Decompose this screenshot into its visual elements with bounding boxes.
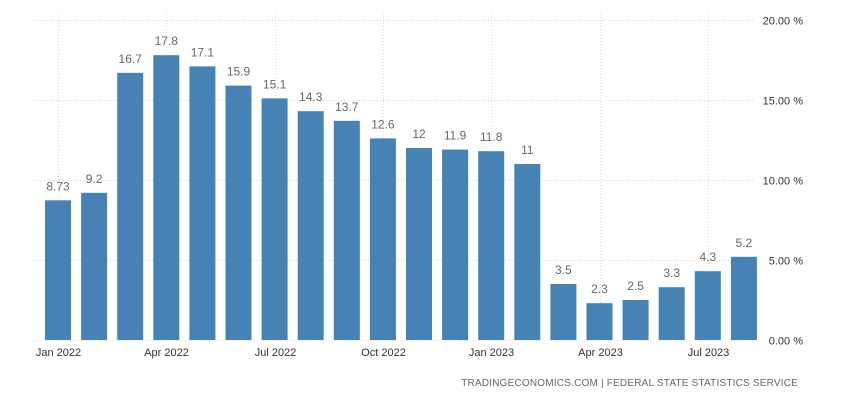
bar-value-label: 15.9 — [227, 65, 251, 79]
bar-value-label: 9.2 — [86, 172, 103, 186]
y-tick-label: 0.00 % — [769, 336, 803, 348]
bar — [117, 72, 144, 341]
bar-value-label: 15.1 — [263, 77, 287, 91]
bar — [333, 120, 360, 340]
x-tick-label: Oct 2022 — [361, 347, 406, 359]
bar — [45, 200, 71, 340]
bar-value-label: 11.9 — [444, 129, 467, 143]
bar-value-label: 8.73 — [46, 179, 70, 193]
bar — [189, 66, 216, 341]
bar-value-label: 12.6 — [371, 117, 395, 131]
bar-value-label: 11 — [521, 143, 534, 157]
bar-value-label: 5.2 — [736, 236, 753, 250]
bar — [153, 55, 180, 340]
bar-value-label: 16.7 — [119, 52, 143, 66]
y-tick-label: 10.00 % — [763, 176, 804, 188]
bar-value-label: 14.3 — [299, 90, 323, 104]
x-tick-label: Jul 2022 — [255, 347, 297, 359]
bar — [442, 149, 469, 340]
bar — [550, 284, 577, 340]
x-tick-label: Jul 2023 — [688, 347, 730, 359]
bar — [261, 98, 288, 341]
bar-value-label: 17.8 — [155, 34, 179, 48]
bar — [586, 303, 613, 340]
y-axis-tick-labels: 0.00 % 5.00 % 10.00 % 15.00 % 20.00 % — [763, 16, 804, 348]
bar — [514, 164, 541, 340]
bar — [658, 287, 685, 340]
bar — [478, 151, 505, 340]
x-tick-label: Apr 2022 — [144, 347, 189, 359]
bar-value-label: 12 — [412, 127, 426, 141]
bar-value-label: 2.5 — [627, 279, 644, 293]
bar — [225, 85, 252, 340]
source-credit: TRADINGECONOMICS.COM | FEDERAL STATE STA… — [461, 378, 798, 389]
bar-value-label: 17.1 — [191, 45, 215, 59]
x-tick-label: Apr 2023 — [578, 347, 623, 359]
bar — [297, 111, 324, 340]
x-tick-label: Jan 2022 — [36, 347, 81, 359]
bar — [81, 192, 108, 340]
x-axis-tick-labels: Jan 2022 Apr 2022 Jul 2022 Oct 2022 Jan 2023… — [36, 347, 729, 359]
bar — [694, 271, 721, 340]
bar — [369, 138, 396, 340]
y-tick-label: 5.00 % — [769, 256, 803, 268]
bar-value-label: 11.8 — [480, 130, 503, 144]
bar — [406, 148, 432, 340]
y-tick-label: 20.00 % — [763, 16, 804, 28]
bar-value-label: 3.3 — [663, 266, 680, 280]
y-tick-label: 15.00 % — [763, 96, 804, 108]
bar — [730, 256, 757, 340]
bar-value-label: 13.7 — [335, 100, 359, 114]
bar-value-label: 2.3 — [591, 282, 608, 296]
bar-series — [45, 55, 757, 341]
x-tick-label: Jan 2023 — [469, 347, 514, 359]
bar-value-label: 3.5 — [555, 263, 572, 277]
bar-value-labels: 8.73 9.2 16.7 17.8 17.1 15.9 15.1 14.3 13.7 12.6 1… — [46, 34, 752, 296]
bar — [622, 300, 649, 340]
bar-value-label: 4.3 — [699, 250, 716, 264]
